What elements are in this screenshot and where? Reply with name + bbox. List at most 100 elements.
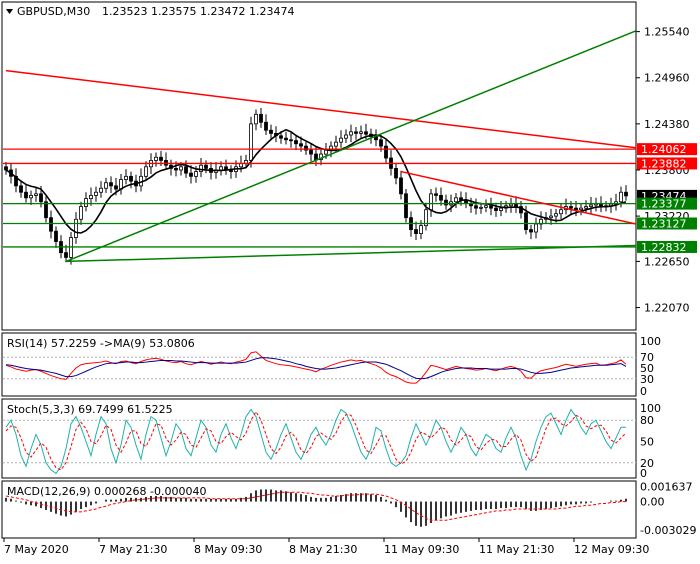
- candle-body: [14, 175, 18, 187]
- candle-body: [79, 206, 83, 220]
- candle-body: [64, 252, 68, 258]
- stoch-line: [5, 410, 627, 471]
- candle-body: [29, 195, 33, 199]
- x-tick-label: 8 May 21:30: [289, 543, 357, 556]
- candle-body: [4, 166, 8, 171]
- trendline: [400, 170, 637, 225]
- candle-body: [524, 212, 528, 231]
- candle-body: [454, 197, 458, 203]
- candle-body: [194, 171, 198, 177]
- x-tick-label: 8 May 09:30: [194, 543, 262, 556]
- candle-body: [534, 223, 538, 233]
- candle-body: [89, 195, 93, 199]
- level-badge: [637, 217, 697, 230]
- candle-body: [74, 218, 78, 238]
- candle-body: [124, 175, 128, 180]
- candle-body: [339, 137, 343, 143]
- stoch-series: [3, 408, 636, 475]
- candle-body: [379, 139, 383, 147]
- axes: 1.255401.249601.243801.238001.232201.226…: [3, 26, 697, 556]
- candle-body: [94, 191, 98, 196]
- price-panel: [1, 1, 637, 331]
- stoch-tick-label: 80: [640, 414, 654, 427]
- candle-body: [199, 164, 203, 172]
- rsi-tick-label: 70: [640, 351, 654, 364]
- macd-signal-line: [5, 491, 626, 521]
- stoch-title: Stoch(5,3,3) 69.7499 61.5225: [7, 403, 173, 416]
- candle-body: [404, 193, 408, 219]
- candle-body: [574, 207, 578, 211]
- candle-body: [249, 123, 253, 161]
- candle-body: [54, 230, 58, 242]
- candle-body: [44, 201, 48, 219]
- candle-body: [189, 172, 193, 177]
- level-badge: [637, 197, 697, 210]
- rsi-line: [5, 351, 627, 384]
- candle-body: [114, 185, 118, 190]
- rsi-tick-label: 0: [640, 385, 647, 398]
- level-badge: [637, 240, 697, 253]
- candle-body: [289, 139, 293, 142]
- candle-body: [264, 121, 268, 131]
- x-tick-label: 11 May 09:30: [384, 543, 459, 556]
- candle-body: [49, 217, 53, 232]
- trendline: [65, 30, 637, 263]
- candle-body: [179, 166, 183, 171]
- candle-body: [474, 205, 478, 209]
- rsi-panel: [1, 332, 637, 397]
- candle-body: [384, 145, 388, 159]
- candle-body: [109, 182, 113, 187]
- candle-body: [129, 175, 133, 182]
- candle-body: [104, 182, 108, 189]
- candle-body: [279, 135, 283, 139]
- candle-body: [494, 207, 498, 211]
- candle-body: [424, 209, 428, 227]
- candle-body: [569, 206, 573, 209]
- candle-body: [294, 140, 298, 145]
- symbol-label: GBPUSD,M30: [17, 5, 90, 18]
- candle-body: [314, 153, 318, 161]
- level-badge-label: 1.24062: [641, 143, 687, 156]
- level-badge-label: 1.22832: [641, 241, 687, 254]
- candle-body: [479, 206, 483, 209]
- stoch-tick-label: 20: [640, 457, 654, 470]
- x-tick-label: 11 May 21:30: [479, 543, 554, 556]
- level-badge: [637, 143, 697, 156]
- level-badge-label: 1.23377: [641, 198, 687, 211]
- macd-tick-label: -0.003029: [640, 524, 696, 537]
- candle-body: [394, 167, 398, 179]
- candle-body: [499, 207, 503, 211]
- price-tick-label: 1.24380: [644, 118, 690, 131]
- candle-body: [444, 199, 448, 206]
- candle-body: [254, 113, 258, 125]
- price-tick-label: 1.22070: [644, 302, 690, 315]
- trendline: [5, 69, 637, 149]
- price-tick-label: 1.25540: [644, 26, 690, 39]
- price-series: [3, 30, 637, 265]
- rsi-top-label: 100: [640, 335, 661, 348]
- rsi-line: [5, 357, 627, 380]
- candle-body: [489, 205, 493, 209]
- candle-body: [39, 193, 43, 203]
- candle-body: [309, 149, 313, 155]
- candle-body: [589, 204, 593, 207]
- rsi-tick-label: 50: [640, 362, 654, 375]
- candle-body: [144, 166, 148, 177]
- candle-body: [484, 205, 488, 208]
- candle-body: [84, 198, 88, 207]
- candle-body: [344, 134, 348, 139]
- level-badge-label: 1.23882: [641, 157, 687, 170]
- candle-body: [259, 113, 263, 123]
- candle-body: [509, 203, 513, 207]
- moving-average-line: [5, 128, 627, 234]
- candle-body: [529, 229, 533, 233]
- candle-body: [554, 213, 558, 217]
- candle-body: [99, 187, 103, 193]
- candle-body: [579, 207, 583, 211]
- dropdown-arrow-icon[interactable]: [6, 9, 13, 14]
- candle-body: [299, 143, 303, 147]
- rsi-series: [3, 351, 636, 384]
- candle-body: [24, 191, 28, 199]
